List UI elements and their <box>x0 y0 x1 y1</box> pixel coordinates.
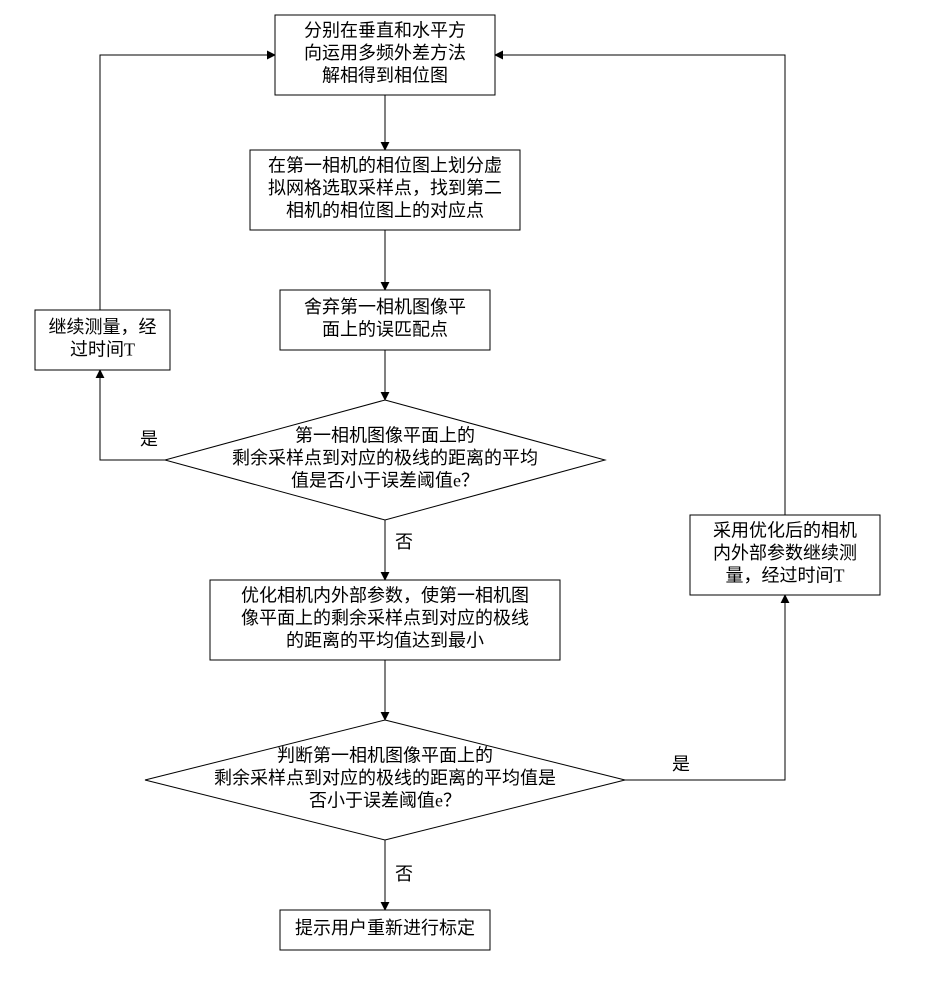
label-yes1: 是 <box>140 429 158 449</box>
nLeft: 继续测量，经过时间T <box>35 310 170 370</box>
d1: 第一相机图像平面上的剩余采样点到对应的极线的距离的平均值是否小于误差阈值e？ <box>165 400 605 520</box>
n2: 在第一相机的相位图上划分虚拟网格选取采样点，找到第二相机的相位图上的对应点 <box>250 150 520 230</box>
n1: 分别在垂直和水平方向运用多频外差方法解相得到相位图 <box>275 15 495 95</box>
flowchart-canvas: 分别在垂直和水平方向运用多频外差方法解相得到相位图在第一相机的相位图上划分虚拟网… <box>0 0 933 1000</box>
svg-text:采用优化后的相机内外部参数继续测量，经过时间T: 采用优化后的相机内外部参数继续测量，经过时间T <box>713 521 857 586</box>
label-no2: 否 <box>395 864 413 884</box>
svg-text:提示用户重新进行标定: 提示用户重新进行标定 <box>295 918 475 938</box>
n4: 优化相机内外部参数，使第一相机图像平面上的剩余采样点到对应的极线的距离的平均值达… <box>210 580 560 660</box>
flow-arrow <box>100 55 275 310</box>
label-no1: 否 <box>395 532 413 552</box>
svg-text:在第一相机的相位图上划分虚拟网格选取采样点，找到第二相机的相: 在第一相机的相位图上划分虚拟网格选取采样点，找到第二相机的相位图上的对应点 <box>268 156 502 221</box>
d2: 判断第一相机图像平面上的剩余采样点到对应的极线的距离的平均值是否小于误差阈值e？ <box>145 720 625 840</box>
n3: 舍弃第一相机图像平面上的误匹配点 <box>280 290 490 350</box>
flow-arrow <box>625 595 785 780</box>
n5: 提示用户重新进行标定 <box>280 910 490 950</box>
label-yes2: 是 <box>672 754 690 774</box>
nRight: 采用优化后的相机内外部参数继续测量，经过时间T <box>690 515 880 595</box>
svg-text:分别在垂直和水平方向运用多频外差方法解相得到相位图: 分别在垂直和水平方向运用多频外差方法解相得到相位图 <box>304 21 466 86</box>
